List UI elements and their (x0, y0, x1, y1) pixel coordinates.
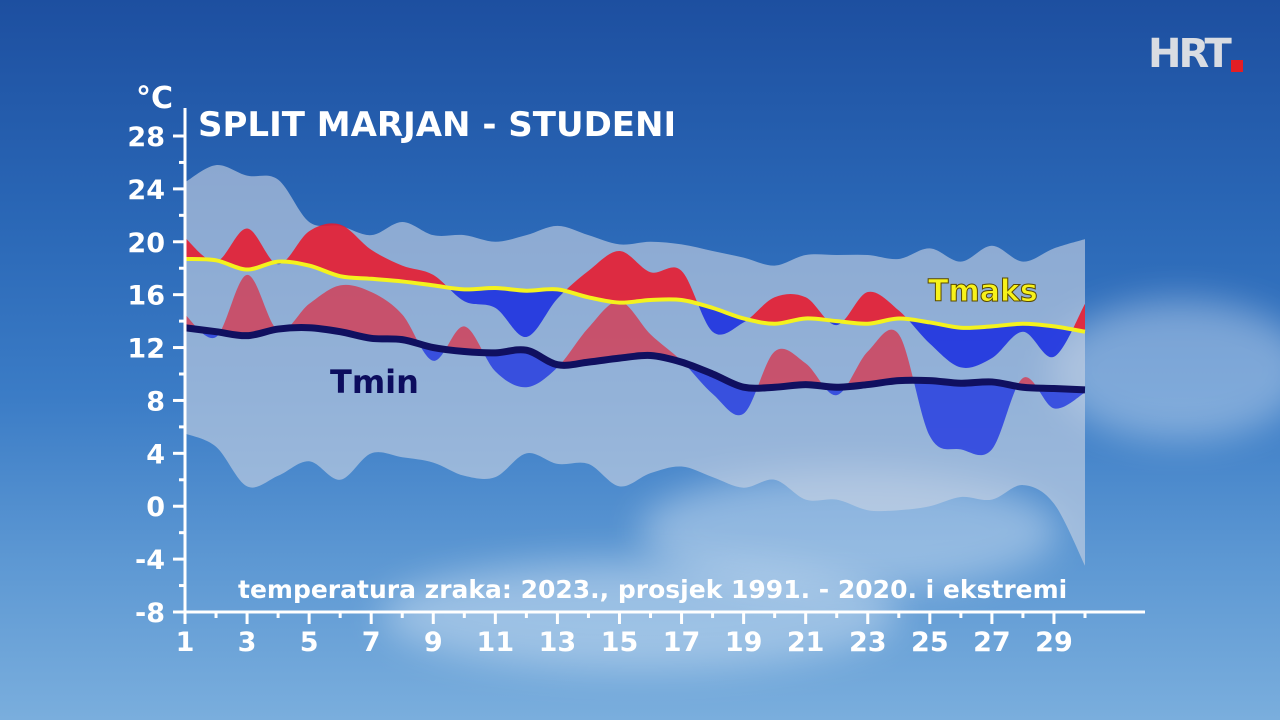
tmin-warm-area (185, 274, 1085, 390)
cloud-decoration (380, 560, 900, 670)
x-tick-label: 7 (362, 627, 381, 658)
y-tick-label: -8 (135, 598, 165, 629)
y-tick-label: -4 (135, 545, 165, 576)
y-tick-label: 0 (146, 492, 165, 523)
x-axis-ticks: 1 3 5 7 9 11 13 15 17 19 21 23 25 27 29 (176, 612, 1087, 658)
y-tick-label: 12 (127, 334, 165, 365)
hrt-logo-text: HRT (1148, 31, 1232, 77)
x-tick-label: 5 (300, 627, 319, 658)
y-tick-label: 28 (127, 122, 165, 153)
y-tick-label: 16 (127, 281, 165, 312)
tmin-anomaly (185, 274, 1085, 456)
x-tick-label: 27 (973, 627, 1011, 658)
x-tick-label: 15 (601, 627, 639, 658)
x-tick-label: 23 (849, 627, 887, 658)
tmin-average-line (184, 324, 1086, 394)
cloud-decoration (1050, 300, 1280, 440)
y-tick-label: 8 (146, 386, 165, 417)
hrt-logo: HRT (1148, 31, 1243, 77)
chart-subtitle: temperatura zraka: 2023., prosjek 1991. … (238, 575, 1067, 604)
tmax-anomaly (185, 223, 1085, 368)
tmax-warm-area (185, 223, 1085, 332)
x-tick-label: 13 (539, 627, 577, 658)
x-tick-label: 11 (477, 627, 515, 658)
unit-label: °C (136, 81, 173, 116)
x-tick-label: 21 (787, 627, 825, 658)
extreme-range-band (185, 164, 1085, 566)
tmax-average-line (184, 256, 1086, 334)
y-tick-label: 20 (127, 228, 165, 259)
x-tick-label: 17 (663, 627, 701, 658)
y-axis-ticks: -8 -4 0 4 8 12 16 20 24 28 (127, 122, 185, 629)
y-tick-label: 24 (127, 175, 165, 206)
x-tick-label: 19 (725, 627, 763, 658)
x-tick-label: 29 (1035, 627, 1073, 658)
x-tick-label: 3 (238, 627, 257, 658)
x-tick-label: 9 (424, 627, 443, 658)
chart-title: SPLIT MARJAN - STUDENI (198, 105, 676, 145)
y-tick-label: 4 (146, 439, 165, 470)
tmaks-label: Tmaks (928, 274, 1038, 309)
axes (183, 108, 1145, 614)
x-tick-label: 25 (911, 627, 949, 658)
x-tick-label: 1 (176, 627, 195, 658)
tmin-label: Tmin (330, 363, 419, 401)
